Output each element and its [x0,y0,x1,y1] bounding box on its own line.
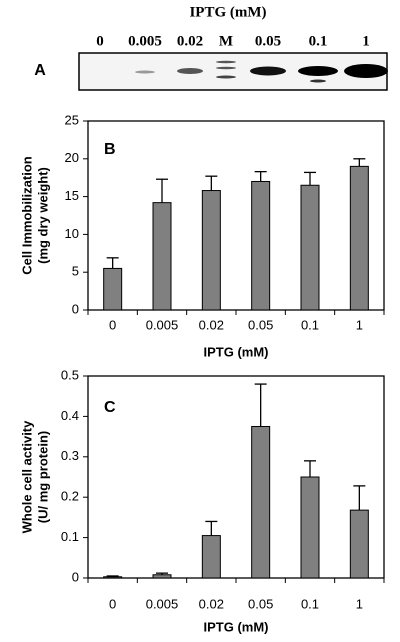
x-tick-label: 0.1 [301,596,319,611]
x-tick-label: 0.1 [301,317,319,332]
x-axis-label: IPTG (mM) [204,619,269,634]
lane-label: 0.005 [128,33,162,49]
bar [251,426,271,579]
panel-label: B [104,141,116,158]
x-tick-label: 0.02 [199,596,224,611]
x-tick-label: 0.05 [248,317,273,332]
x-tick-label: 0.02 [199,317,224,332]
y-tick-label: 0.4 [61,408,79,423]
bar [152,202,172,311]
bar [103,576,123,579]
x-tick-label: 1 [356,596,363,611]
y-tick-label: 0.3 [61,448,79,463]
bar [349,165,369,311]
bar [103,267,123,311]
x-tick-label: 0.005 [146,317,179,332]
lane-label: 0.05 [255,33,281,49]
y-tick-label: 0.5 [61,367,79,382]
gel-band [298,66,338,76]
y-tick-label: 0 [72,569,79,584]
y-tick-label: 0.2 [61,489,79,504]
x-axis-label: IPTG (mM) [204,344,269,359]
x-tick-label: 0.005 [146,596,179,611]
plot-frame [87,375,385,579]
gel-band [310,79,326,83]
gel-band [135,70,155,74]
gel-band [177,68,203,74]
y-tick-label: 0 [72,301,79,316]
plot-frame [87,120,385,311]
y-axis-label: Whole cell activity [19,420,34,533]
lane-label: 0.02 [177,33,203,49]
y-tick-label: 0.1 [61,529,79,544]
gel-title: IPTG (mM) [189,4,266,20]
y-tick-label: 20 [65,150,79,165]
gel-band [216,60,236,64]
gel-image [78,52,388,91]
bar [300,476,320,579]
x-tick-label: 0.05 [248,596,273,611]
gel-band [216,75,236,79]
gel-band [344,64,388,78]
y-tick-label: 10 [65,226,79,241]
bar [201,535,221,579]
bar [349,509,369,579]
lane-label: 0 [96,33,104,49]
x-tick-label: 1 [356,317,363,332]
bar [201,190,221,311]
gel-band [250,66,286,76]
bar [152,574,172,579]
y-axis-label: Cell Immobilization [19,156,34,275]
bar [251,180,271,311]
y-tick-label: 25 [65,112,79,127]
lane-label: 1 [362,33,370,49]
x-tick-label: 0 [109,596,116,611]
panel-label: A [34,62,46,79]
lane-label: M [219,33,233,49]
gel-frame [78,52,388,91]
bar [300,184,320,311]
panel-label: C [104,399,116,416]
y-axis-label: (mg dry weight) [35,167,50,264]
y-tick-label: 5 [72,264,79,279]
lane-label: 0.1 [309,33,328,49]
y-tick-label: 15 [65,188,79,203]
x-tick-label: 0 [109,317,116,332]
gel-band [216,66,236,70]
y-axis-label: (U/ mg protein) [35,431,50,523]
